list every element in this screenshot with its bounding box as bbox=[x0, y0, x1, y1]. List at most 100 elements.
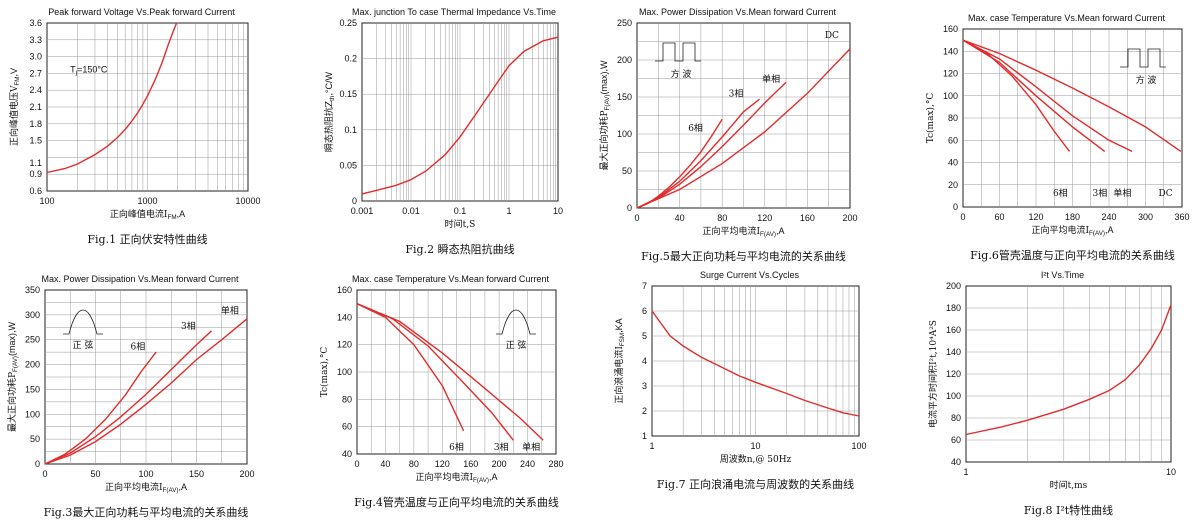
figure-caption: Fig.6管壳温度与正向平均电流的关系曲线 bbox=[970, 248, 1175, 262]
x-axis-label: 正向平均电流IF(AV),A bbox=[702, 225, 784, 238]
inset-label: 正 弦 bbox=[506, 339, 527, 351]
y-tick-label: 350 bbox=[25, 285, 40, 295]
x-tick-label: 1 bbox=[963, 467, 968, 477]
y-tick-label: 0 bbox=[352, 196, 357, 206]
series-label: 3相 bbox=[181, 320, 196, 332]
y-tick-label: 160 bbox=[943, 24, 958, 34]
y-tick-label: 0 bbox=[953, 202, 958, 212]
series-label: 6相 bbox=[449, 441, 464, 453]
square-wave-icon bbox=[655, 42, 701, 62]
y-tick-label: 0.1 bbox=[344, 125, 357, 135]
y-tick-label: 180 bbox=[946, 303, 961, 313]
chart-fig5: 0 40 80 120 160 200 0 50 100 150 200 250 Max. Power … bbox=[598, 7, 858, 263]
series-label: 单相 bbox=[762, 73, 780, 85]
y-tick-label: 200 bbox=[25, 360, 40, 370]
series-line bbox=[965, 304, 1172, 436]
y-tick-label: 50 bbox=[30, 434, 40, 444]
x-tick-label: 150 bbox=[189, 469, 204, 479]
y-tick-label: 2.7 bbox=[29, 68, 42, 78]
y-tick-label: 6 bbox=[642, 306, 647, 316]
x-axis-label: 正向峰值电流IFM,A bbox=[110, 208, 185, 221]
chart-title: Peak forward Voltage Vs.Peak forward Cur… bbox=[48, 7, 235, 17]
y-tick-label: 140 bbox=[337, 312, 352, 322]
y-tick-label: 2 bbox=[642, 406, 647, 416]
y-tick-label: 0 bbox=[35, 459, 40, 469]
y-tick-label: 5 bbox=[642, 331, 647, 341]
series-line bbox=[44, 330, 213, 465]
x-tick-label: 360 bbox=[1174, 212, 1189, 222]
series-label: DC bbox=[1159, 189, 1173, 199]
y-tick-label: 60 bbox=[948, 135, 958, 145]
y-tick-label: 40 bbox=[342, 449, 352, 459]
series-line bbox=[356, 303, 544, 441]
grid bbox=[362, 23, 558, 201]
chart-fig8: 1 10 40 60 80 100 120 140 160 180 200 I²t Vs.Time 时间… bbox=[927, 270, 1176, 517]
figure-caption: Fig.2 瞬态热阻抗曲线 bbox=[405, 242, 514, 256]
y-axis-label: 瞬态热阻抗Zth,°C/W bbox=[323, 71, 336, 152]
series-label: DC bbox=[825, 31, 839, 41]
y-tick-label: 140 bbox=[946, 347, 961, 357]
series-label: 3相 bbox=[494, 441, 509, 453]
figure-caption: Fig.3最大正向功耗与平均电流的关系曲线 bbox=[44, 505, 249, 519]
x-tick-label: 300 bbox=[1138, 212, 1153, 222]
chart-title: Max. junction To case Thermal Impedance … bbox=[352, 7, 556, 17]
chart-title: Surge Current Vs.Cycles bbox=[700, 270, 800, 280]
y-axis-label: 正向峰值电压VFM,V bbox=[8, 68, 21, 146]
y-tick-label: 100 bbox=[617, 129, 632, 139]
y-tick-label: 100 bbox=[943, 91, 958, 101]
y-axis-label: 最大正向功耗PF(AV)(max),W bbox=[598, 60, 611, 171]
y-tick-label: 80 bbox=[342, 394, 352, 404]
x-axis-label: 正向平均电流IF(AV),A bbox=[105, 481, 187, 494]
x-tick-label: 200 bbox=[239, 469, 254, 479]
grid bbox=[357, 290, 556, 454]
x-tick-label: 200 bbox=[492, 459, 507, 469]
y-tick-label: 4 bbox=[642, 356, 647, 366]
y-tick-label: 0.2 bbox=[344, 54, 357, 64]
x-tick-label: 200 bbox=[842, 213, 857, 223]
y-tick-label: 120 bbox=[337, 340, 352, 350]
x-tick-label: 0 bbox=[42, 469, 47, 479]
series-label: 3相 bbox=[1093, 187, 1108, 199]
y-axis-label: 正向浪涌电流IFSM,KA bbox=[613, 318, 626, 403]
x-tick-label: 1 bbox=[649, 441, 654, 451]
x-tick-label: 80 bbox=[409, 459, 419, 469]
figure-caption: Fig.1 正向伏安特性曲线 bbox=[87, 232, 207, 246]
figure-caption: Fig.5最大正向功耗与平均电流的关系曲线 bbox=[641, 249, 846, 263]
series-line bbox=[44, 318, 248, 465]
y-tick-label: 100 bbox=[946, 391, 961, 401]
figure-caption: Fig.7 正向浪涌电流与周波数的关系曲线 bbox=[657, 477, 854, 491]
inset-label: 方 波 bbox=[1136, 74, 1157, 86]
y-tick-label: 1 bbox=[642, 431, 647, 441]
y-axis-label: Tc(max),°C bbox=[319, 347, 330, 398]
chart-fig6: 0 60 120 180 240 300 360 0 20 40 60 80 100 120 140 160 M… bbox=[925, 13, 1190, 262]
grid bbox=[966, 286, 1171, 462]
chart-title: Max. case Temperature Vs.Mean forward Cu… bbox=[352, 274, 549, 284]
y-tick-label: 100 bbox=[337, 367, 352, 377]
x-tick-label: 10 bbox=[1166, 467, 1176, 477]
y-tick-label: 160 bbox=[337, 285, 352, 295]
y-tick-label: 0.05 bbox=[339, 160, 357, 170]
series-label: 单相 bbox=[221, 304, 239, 316]
chart-fig7: 1 10 100 1 2 3 4 5 6 7 Surge Current Vs.Cycles 周波数n… bbox=[613, 270, 867, 491]
x-tick-label: 120 bbox=[757, 213, 772, 223]
x-tick-label: 0 bbox=[634, 213, 639, 223]
y-tick-label: 50 bbox=[622, 166, 632, 176]
x-tick-label: 0.001 bbox=[351, 206, 374, 216]
x-tick-label: 1 bbox=[506, 206, 511, 216]
y-axis-label: 电流平方时间积I²t,10⁴A²S bbox=[927, 320, 939, 428]
x-tick-label: 50 bbox=[90, 469, 100, 479]
x-tick-label: 10 bbox=[553, 206, 563, 216]
y-tick-label: 20 bbox=[948, 180, 958, 190]
series-line bbox=[962, 39, 1106, 152]
y-tick-label: 0.9 bbox=[29, 169, 42, 179]
waveform-inset: 正 弦 bbox=[63, 309, 103, 351]
sine-wave-icon bbox=[63, 309, 103, 335]
series-line bbox=[46, 22, 178, 174]
grid bbox=[652, 286, 859, 436]
y-tick-label: 200 bbox=[946, 281, 961, 291]
series-line bbox=[44, 351, 157, 465]
square-wave-icon bbox=[1120, 48, 1166, 68]
